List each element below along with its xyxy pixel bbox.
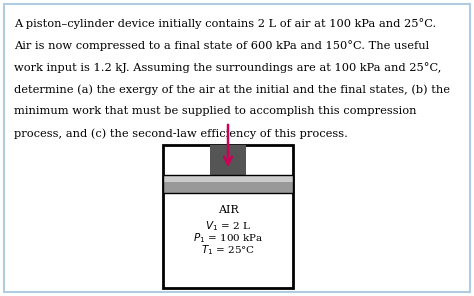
- FancyBboxPatch shape: [4, 4, 470, 292]
- Text: work input is 1.2 kJ. Assuming the surroundings are at 100 kPa and 25°C,: work input is 1.2 kJ. Assuming the surro…: [14, 62, 441, 73]
- Text: A piston–cylinder device initially contains 2 L of air at 100 kPa and 25°C.: A piston–cylinder device initially conta…: [14, 18, 436, 29]
- Bar: [210, 145, 246, 175]
- Text: minimum work that must be supplied to accomplish this compression: minimum work that must be supplied to ac…: [14, 106, 417, 116]
- Bar: [163, 145, 293, 288]
- Text: $T_1$ = 25°C: $T_1$ = 25°C: [201, 243, 255, 257]
- Bar: [163, 175, 293, 193]
- Text: $V_1$ = 2 L: $V_1$ = 2 L: [205, 219, 251, 233]
- Bar: [163, 175, 293, 182]
- Text: determine (a) the exergy of the air at the initial and the final states, (b) the: determine (a) the exergy of the air at t…: [14, 84, 450, 94]
- Text: $P_1$ = 100 kPa: $P_1$ = 100 kPa: [192, 231, 264, 245]
- Text: Air is now compressed to a final state of 600 kPa and 150°C. The useful: Air is now compressed to a final state o…: [14, 40, 429, 51]
- Text: AIR: AIR: [218, 205, 238, 215]
- Text: process, and (c) the second-law efficiency of this process.: process, and (c) the second-law efficien…: [14, 128, 348, 139]
- Bar: [163, 182, 293, 193]
